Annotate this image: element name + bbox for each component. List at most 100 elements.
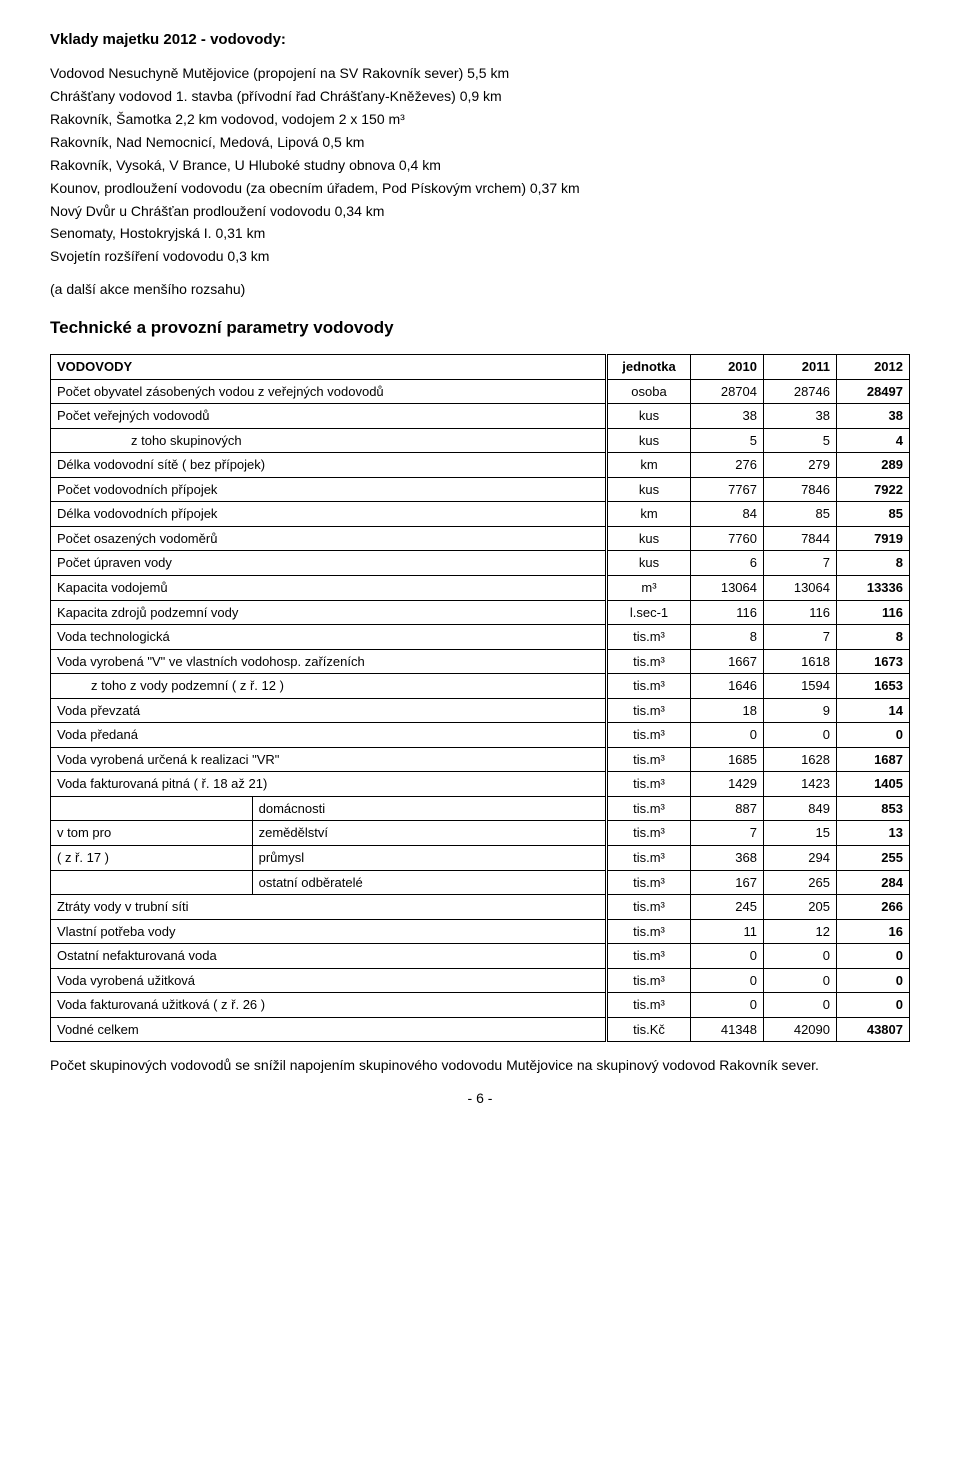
group-left-cell: [51, 870, 253, 895]
row-label: Ztráty vody v trubní síti: [51, 895, 607, 920]
row-value: 265: [764, 870, 837, 895]
row-value: 0: [837, 944, 910, 969]
row-unit: osoba: [607, 379, 691, 404]
group-left-cell: ( z ř. 17 ): [51, 846, 253, 871]
row-unit: tis.m³: [607, 846, 691, 871]
row-value: 255: [837, 846, 910, 871]
row-label: z toho z vody podzemní ( z ř. 12 ): [51, 674, 607, 699]
row-unit: tis.m³: [607, 747, 691, 772]
row-value: 0: [691, 968, 764, 993]
table-row: Počet obyvatel zásobených vodou z veřejn…: [51, 379, 910, 404]
row-unit: tis.Kč: [607, 1017, 691, 1042]
intro-note: (a další akce menšího rozsahu): [50, 280, 910, 299]
table-row: Voda vyrobená určená k realizaci "VR"tis…: [51, 747, 910, 772]
footer-note: Počet skupinových vodovodů se snížil nap…: [50, 1056, 910, 1075]
row-unit: tis.m³: [607, 772, 691, 797]
intro-line: Svojetín rozšíření vodovodu 0,3 km: [50, 247, 910, 266]
row-label: Délka vodovodních přípojek: [51, 502, 607, 527]
col-header: VODOVODY: [51, 355, 607, 380]
row-value: 116: [764, 600, 837, 625]
table-row: z toho skupinovýchkus554: [51, 428, 910, 453]
row-value: 1687: [837, 747, 910, 772]
row-value: 1685: [691, 747, 764, 772]
row-value: 14: [837, 698, 910, 723]
row-value: 0: [764, 944, 837, 969]
row-value: 284: [837, 870, 910, 895]
row-unit: m³: [607, 576, 691, 601]
row-label: Voda vyrobená užitková: [51, 968, 607, 993]
row-value: 116: [691, 600, 764, 625]
row-unit: tis.m³: [607, 796, 691, 821]
row-label: Voda fakturovaná užitková ( z ř. 26 ): [51, 993, 607, 1018]
table-row: Vlastní potřeba vodytis.m³111216: [51, 919, 910, 944]
row-label: Počet osazených vodoměrů: [51, 526, 607, 551]
row-value: 0: [837, 993, 910, 1018]
row-value: 8: [837, 551, 910, 576]
row-unit: kus: [607, 477, 691, 502]
row-unit: tis.m³: [607, 674, 691, 699]
row-value: 0: [691, 993, 764, 1018]
row-value: 18: [691, 698, 764, 723]
row-value: 85: [837, 502, 910, 527]
row-value: 1628: [764, 747, 837, 772]
table-row: domácnostitis.m³887849853: [51, 796, 910, 821]
row-label: Počet vodovodních přípojek: [51, 477, 607, 502]
row-value: 43807: [837, 1017, 910, 1042]
row-unit: tis.m³: [607, 993, 691, 1018]
row-label: Ostatní nefakturovaná voda: [51, 944, 607, 969]
row-label: Voda převzatá: [51, 698, 607, 723]
row-label: Vodné celkem: [51, 1017, 607, 1042]
row-value: 0: [691, 723, 764, 748]
row-value: 167: [691, 870, 764, 895]
row-unit: tis.m³: [607, 821, 691, 846]
intro-line: Chrášťany vodovod 1. stavba (přívodní řa…: [50, 87, 910, 106]
row-label: Počet obyvatel zásobených vodou z veřejn…: [51, 379, 607, 404]
row-label: domácnosti: [252, 796, 606, 821]
row-label: Počet úpraven vody: [51, 551, 607, 576]
table-row: ostatní odběratelétis.m³167265284: [51, 870, 910, 895]
row-value: 0: [764, 723, 837, 748]
row-value: 1653: [837, 674, 910, 699]
row-label: Délka vodovodní sítě ( bez přípojek): [51, 453, 607, 478]
table-row: z toho z vody podzemní ( z ř. 12 )tis.m³…: [51, 674, 910, 699]
row-value: 7: [691, 821, 764, 846]
row-value: 289: [837, 453, 910, 478]
table-row: Voda fakturovaná užitková ( z ř. 26 )tis…: [51, 993, 910, 1018]
table-row: Voda vyrobená "V" ve vlastních vodohosp.…: [51, 649, 910, 674]
row-value: 294: [764, 846, 837, 871]
row-value: 1423: [764, 772, 837, 797]
row-unit: l.sec-1: [607, 600, 691, 625]
row-label: průmysl: [252, 846, 606, 871]
row-unit: tis.m³: [607, 895, 691, 920]
row-value: 7: [764, 551, 837, 576]
row-value: 276: [691, 453, 764, 478]
row-unit: km: [607, 502, 691, 527]
table-row: ( z ř. 17 )průmysltis.m³368294255: [51, 846, 910, 871]
row-unit: kus: [607, 404, 691, 429]
row-value: 849: [764, 796, 837, 821]
row-value: 1618: [764, 649, 837, 674]
row-value: 84: [691, 502, 764, 527]
row-value: 0: [764, 993, 837, 1018]
row-value: 5: [691, 428, 764, 453]
row-value: 7: [764, 625, 837, 650]
row-value: 1429: [691, 772, 764, 797]
row-unit: tis.m³: [607, 919, 691, 944]
group-left-cell: [51, 796, 253, 821]
group-left-cell: v tom pro: [51, 821, 253, 846]
row-unit: km: [607, 453, 691, 478]
row-value: 853: [837, 796, 910, 821]
row-value: 41348: [691, 1017, 764, 1042]
row-value: 0: [764, 968, 837, 993]
row-value: 38: [837, 404, 910, 429]
row-value: 13: [837, 821, 910, 846]
row-value: 368: [691, 846, 764, 871]
row-unit: tis.m³: [607, 944, 691, 969]
row-value: 85: [764, 502, 837, 527]
table-row: Kapacita zdrojů podzemní vodyl.sec-11161…: [51, 600, 910, 625]
table-row: Délka vodovodních přípojekkm848585: [51, 502, 910, 527]
row-value: 1405: [837, 772, 910, 797]
row-value: 7922: [837, 477, 910, 502]
row-label: Kapacita zdrojů podzemní vody: [51, 600, 607, 625]
table-header-row: VODOVODY jednotka 2010 2011 2012: [51, 355, 910, 380]
